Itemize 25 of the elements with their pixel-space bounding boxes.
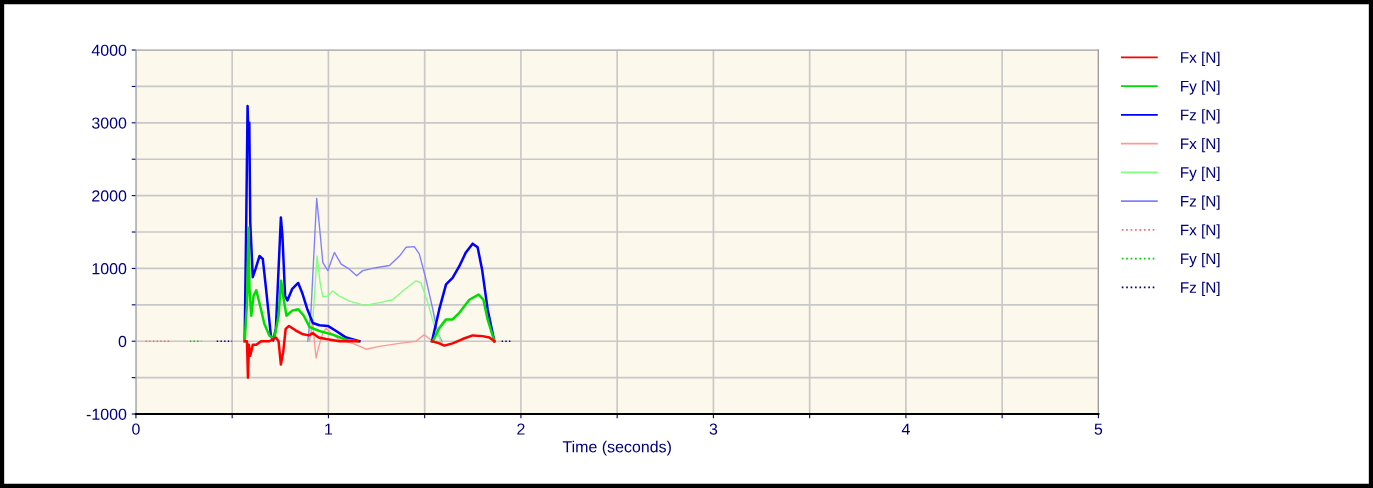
y-tick-label: 0 xyxy=(118,335,127,348)
legend-label: Fy [N] xyxy=(1181,166,1220,181)
y-tick-label: 3000 xyxy=(91,117,127,129)
legend-label: Fz [N] xyxy=(1181,281,1220,296)
line-series xyxy=(307,197,443,342)
x-tick-label: 5 xyxy=(1094,423,1103,435)
x-axis-title: Time (seconds) xyxy=(562,440,671,456)
legend-label: Fx [N] xyxy=(1181,137,1220,153)
y-tick-label: 1000 xyxy=(92,263,127,275)
line-series xyxy=(308,322,443,359)
legend-label: Fx [N] xyxy=(1181,51,1220,66)
legend-label: Fy [N] xyxy=(1181,252,1220,268)
legend-label: Fz [N] xyxy=(1181,109,1220,124)
legend-label: Fz [N] xyxy=(1181,195,1220,210)
x-tick-label: 0 xyxy=(132,423,140,435)
x-tick-label: 1 xyxy=(325,423,333,435)
x-tick-label: 4 xyxy=(901,423,910,435)
y-tick-label: 2000 xyxy=(92,190,127,202)
y-tick-label: -1000 xyxy=(86,408,127,420)
legend-label: Fx [N] xyxy=(1181,224,1220,239)
legend-label: Fy [N] xyxy=(1181,80,1220,95)
x-tick-label: 2 xyxy=(517,423,525,435)
line-series xyxy=(308,255,442,342)
x-tick-label: 3 xyxy=(709,423,718,435)
y-tick-label: 4000 xyxy=(91,44,127,56)
